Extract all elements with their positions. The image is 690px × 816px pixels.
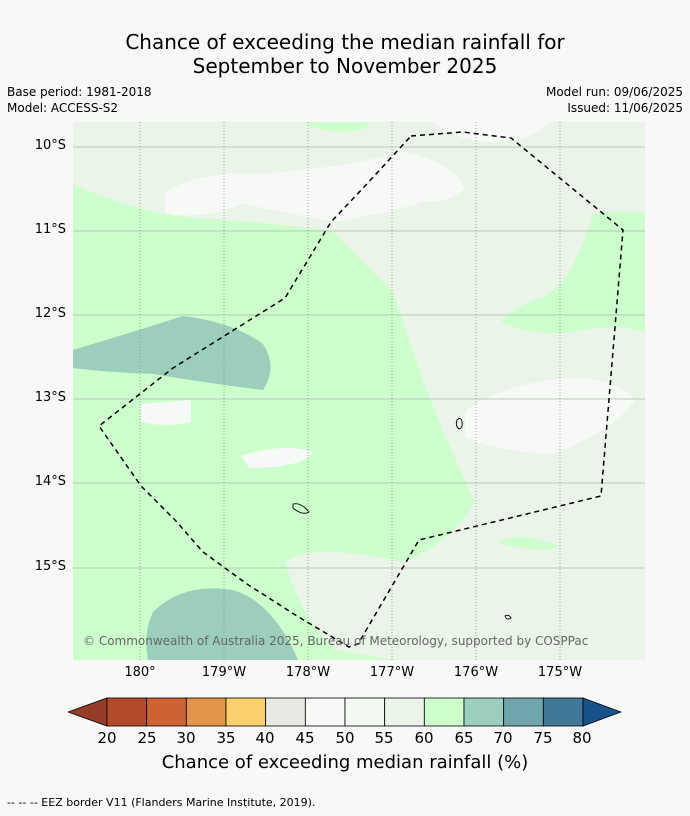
zone-65-70-west: [73, 316, 271, 390]
zone-65-70-south: [146, 588, 298, 660]
colorbar-label: 55: [374, 729, 394, 747]
zone-60-65-south: [497, 537, 561, 550]
map-title: Chance of exceeding the median rainfall …: [0, 30, 690, 78]
lon-label: 179°W: [201, 665, 247, 680]
meta-left: Base period: 1981-2018 Model: ACCESS-S2: [7, 84, 152, 116]
lat-label: 10°S: [34, 138, 66, 153]
island-shape: [504, 614, 512, 620]
eez-footnote: -- -- -- EEZ border V11 (Flanders Marine…: [7, 796, 316, 809]
colorbar-label: 40: [255, 729, 275, 747]
colorbar-label: 25: [137, 729, 157, 747]
colorbar-segment: [185, 697, 227, 727]
colorbar-label: 75: [533, 729, 553, 747]
lat-label: 12°S: [34, 306, 66, 321]
colorbar-segment: [106, 697, 148, 727]
colorbar-label: 65: [454, 729, 474, 747]
colorbar-segment: [265, 697, 306, 727]
zone-60-65-north: [301, 122, 368, 132]
model-run-text: Model run: 09/06/2025: [545, 85, 683, 99]
meta-right: Model run: 09/06/2025 Issued: 11/06/2025: [546, 84, 683, 116]
zone-50-55-top: [433, 122, 549, 142]
zone-50-55-small-west: [141, 400, 191, 425]
island-shape: [292, 503, 310, 514]
lon-label: 177°W: [369, 665, 415, 680]
zone-60-65-west: [73, 184, 475, 660]
zone-50-55-north: [165, 152, 465, 222]
zone-50-55-small-center: [241, 447, 313, 468]
lon-label: 176°W: [453, 665, 499, 680]
colorbar-segment: [463, 697, 505, 727]
colorbar-segment: [146, 697, 187, 727]
colorbar-segment: [542, 697, 584, 727]
colorbar-label: 20: [97, 729, 117, 747]
colorbar-segment: [503, 697, 544, 727]
title-line-2: September to November 2025: [192, 54, 498, 78]
zone-50-55-east: [465, 378, 635, 454]
colorbar-segment: [344, 697, 386, 727]
colorbar-extend-low: [68, 697, 108, 727]
copyright-notice: © Commonwealth of Australia 2025, Bureau…: [83, 634, 589, 648]
lon-label: 180°: [124, 665, 156, 680]
lat-label: 13°S: [34, 390, 66, 405]
lon-label: 175°W: [537, 665, 583, 680]
colorbar-label: 35: [216, 729, 236, 747]
lon-label: 178°W: [285, 665, 331, 680]
model-text: Model: ACCESS-S2: [7, 101, 119, 115]
rainfall-map: [73, 122, 645, 660]
colorbar-label: 60: [414, 729, 434, 747]
colorbar: [68, 697, 622, 727]
colorbar-segment: [384, 697, 425, 727]
eez-border: [97, 131, 624, 648]
issued-text: Issued: 11/06/2025: [567, 101, 683, 115]
colorbar-label: 80: [572, 729, 592, 747]
colorbar-label: 50: [335, 729, 355, 747]
colorbar-title: Chance of exceeding median rainfall (%): [161, 752, 529, 773]
title-line-1: Chance of exceeding the median rainfall …: [125, 30, 565, 54]
zone-60-65-east: [501, 211, 645, 334]
colorbar-segment: [423, 697, 465, 727]
colorbar-label: 70: [493, 729, 513, 747]
colorbar-segment: [225, 697, 267, 727]
base-period-text: Base period: 1981-2018: [7, 85, 152, 99]
colorbar-label: 45: [295, 729, 315, 747]
island-shape: [455, 417, 463, 430]
lat-label: 14°S: [34, 474, 66, 489]
lat-label: 15°S: [34, 559, 66, 574]
lat-label: 11°S: [34, 222, 66, 237]
latitude-gridlines: [73, 146, 645, 569]
colorbar-label: 30: [176, 729, 196, 747]
colorbar-segment: [304, 697, 346, 727]
colorbar-extend-high: [582, 697, 622, 727]
